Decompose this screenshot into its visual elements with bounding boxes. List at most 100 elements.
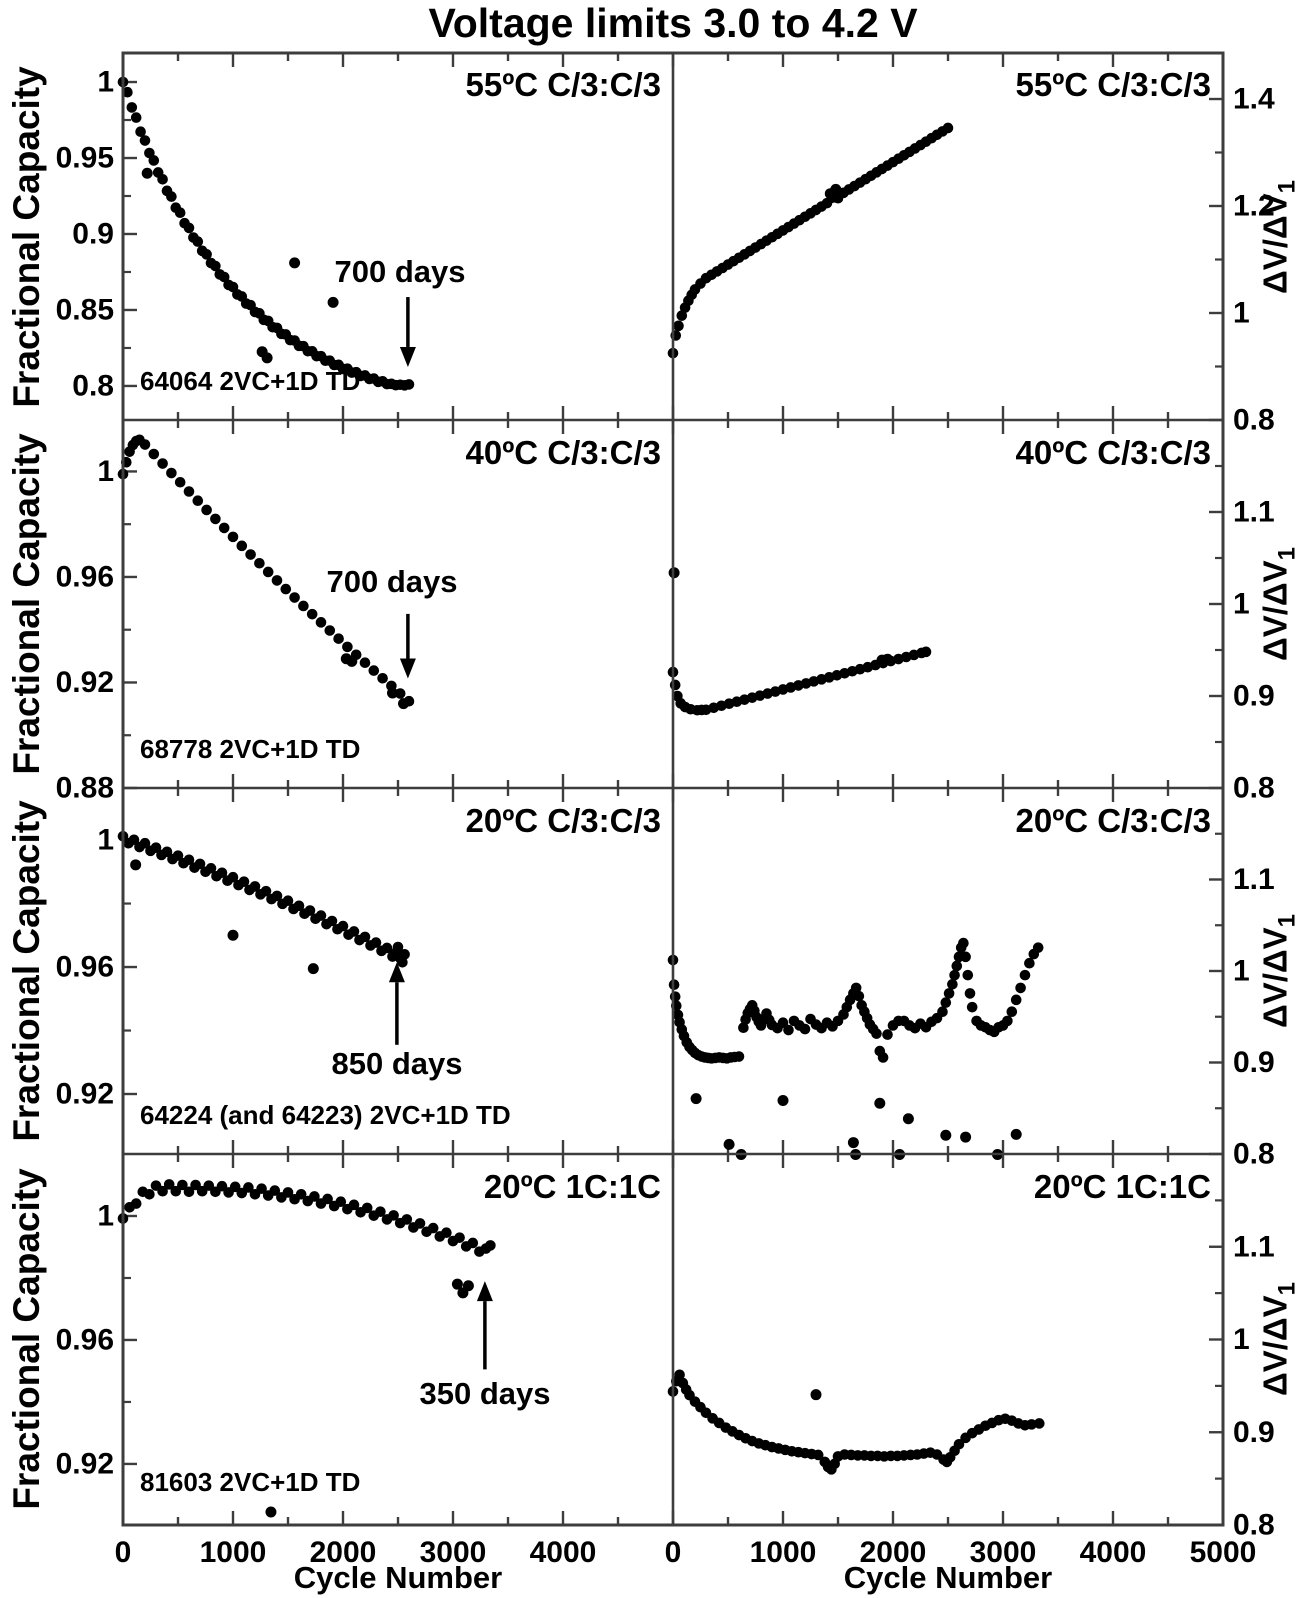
x-tick-label: 1000 <box>200 1536 267 1569</box>
data-point <box>958 937 969 949</box>
data-point <box>674 1369 685 1381</box>
outlier-point <box>462 1280 474 1292</box>
data-point <box>777 1017 789 1028</box>
data-point <box>342 641 353 653</box>
data-point <box>812 1449 824 1461</box>
data-point <box>733 1051 745 1062</box>
annotation-arrow-head <box>399 346 416 367</box>
y-tick-label: 0.88 <box>56 772 114 805</box>
data-point <box>122 86 133 98</box>
data-point <box>126 102 138 113</box>
data-point <box>172 850 184 861</box>
data-point <box>218 522 230 534</box>
data-point <box>216 1180 228 1192</box>
y-tick-label: 0.92 <box>56 666 114 699</box>
data-point <box>157 173 168 185</box>
figure-title: Voltage limits 3.0 to 4.2 V <box>428 0 918 46</box>
data-point <box>128 834 140 846</box>
x-tick-label: 4000 <box>1080 1536 1147 1569</box>
data-point <box>166 191 177 202</box>
data-point <box>359 657 371 668</box>
outlier-point <box>261 352 273 364</box>
data-point <box>1032 942 1044 953</box>
data-point <box>947 978 958 990</box>
outlier-point <box>902 1113 914 1125</box>
data-point <box>676 310 688 321</box>
x-axis-title-left: Cycle Number <box>293 1560 503 1595</box>
data-point <box>201 249 212 260</box>
data-point <box>236 540 248 552</box>
y-tick-label: 0.8 <box>1233 1138 1275 1171</box>
x-tick-label: 2000 <box>860 1536 927 1569</box>
y-tick-label: 0.85 <box>56 293 114 326</box>
y-tick-label: 0.95 <box>56 142 114 175</box>
data-point <box>304 905 316 916</box>
x-tick-label: 3000 <box>970 1536 1037 1569</box>
data-point <box>783 1024 794 1036</box>
outlier-point <box>830 183 842 195</box>
data-point <box>951 960 963 972</box>
data-point <box>271 575 283 586</box>
x-tick-label: 1000 <box>750 1536 817 1569</box>
data-point <box>850 982 862 994</box>
data-point <box>1015 982 1026 994</box>
annotation-350-days-row4: 350 days <box>419 1376 551 1411</box>
data-point <box>135 126 146 138</box>
right-y-axis-label-row4: ΔV/ΔV1 <box>1257 1282 1302 1396</box>
data-point <box>853 990 865 1002</box>
data-point <box>960 951 971 963</box>
x-tick-label: 0 <box>665 1536 682 1569</box>
data-point <box>216 867 228 879</box>
right-y-axis-label-text: ΔV/ΔV <box>1256 1295 1294 1396</box>
data-point <box>882 1029 893 1040</box>
data-point <box>1010 994 1022 1006</box>
data-point <box>1019 969 1031 981</box>
right-y-axis-label-subscript: 1 <box>1273 1282 1301 1296</box>
cell-id-label-row1: 64064 2VC+1D TD <box>140 366 361 396</box>
condition-label-55C-capacity: 55ºC C/3:C/3 <box>465 66 661 103</box>
data-point <box>174 476 186 488</box>
y-tick-label: 0.8 <box>1233 404 1275 437</box>
condition-label-55C-dv: 55ºC C/3:C/3 <box>1015 66 1211 103</box>
data-point <box>414 1218 426 1229</box>
data-point <box>139 439 151 450</box>
data-point <box>388 1210 399 1221</box>
data-point <box>243 1182 254 1193</box>
right-y-axis-label-row2: ΔV/ΔV1 <box>1257 547 1302 661</box>
data-point <box>1006 1006 1018 1018</box>
data-point <box>183 222 195 234</box>
data-point <box>361 1202 373 1214</box>
condition-label-20C-capacity: 20ºC C/3:C/3 <box>465 802 661 839</box>
y-tick-label: 0.96 <box>56 1323 114 1356</box>
data-point <box>298 600 309 612</box>
condition-label-20C1C-dv: 20ºC 1C:1C <box>1033 1168 1211 1205</box>
data-point <box>210 513 221 525</box>
data-point <box>139 837 151 849</box>
data-point <box>205 863 217 874</box>
outlier-point <box>1010 1128 1022 1140</box>
data-point <box>269 1185 281 1196</box>
data-point <box>315 617 327 628</box>
data-point <box>201 504 212 516</box>
y-tick-label: 1 <box>97 824 114 857</box>
data-point <box>254 557 265 569</box>
y-tick-label: 0.9 <box>1233 1046 1275 1079</box>
data-point <box>148 448 160 460</box>
data-point <box>337 920 349 932</box>
annotation-700-days-row2: 700 days <box>326 564 458 599</box>
annotation-arrow-head <box>388 962 405 983</box>
y-tick-label: 1.4 <box>1233 83 1275 116</box>
data-point <box>245 549 256 560</box>
data-point <box>427 1222 439 1234</box>
outlier-point <box>346 655 358 667</box>
right-y-axis-label-text: ΔV/ΔV <box>1256 560 1294 661</box>
data-point <box>210 260 221 272</box>
data-point <box>397 956 408 968</box>
cell-id-label-row2: 68778 2VC+1D TD <box>140 734 361 764</box>
outlier-point <box>874 1097 886 1109</box>
y-tick-label: 1 <box>1233 1323 1250 1356</box>
cell-id-label-row4: 81603 2VC+1D TD <box>140 1467 361 1497</box>
data-point <box>799 1023 811 1035</box>
data-point <box>485 1240 496 1251</box>
